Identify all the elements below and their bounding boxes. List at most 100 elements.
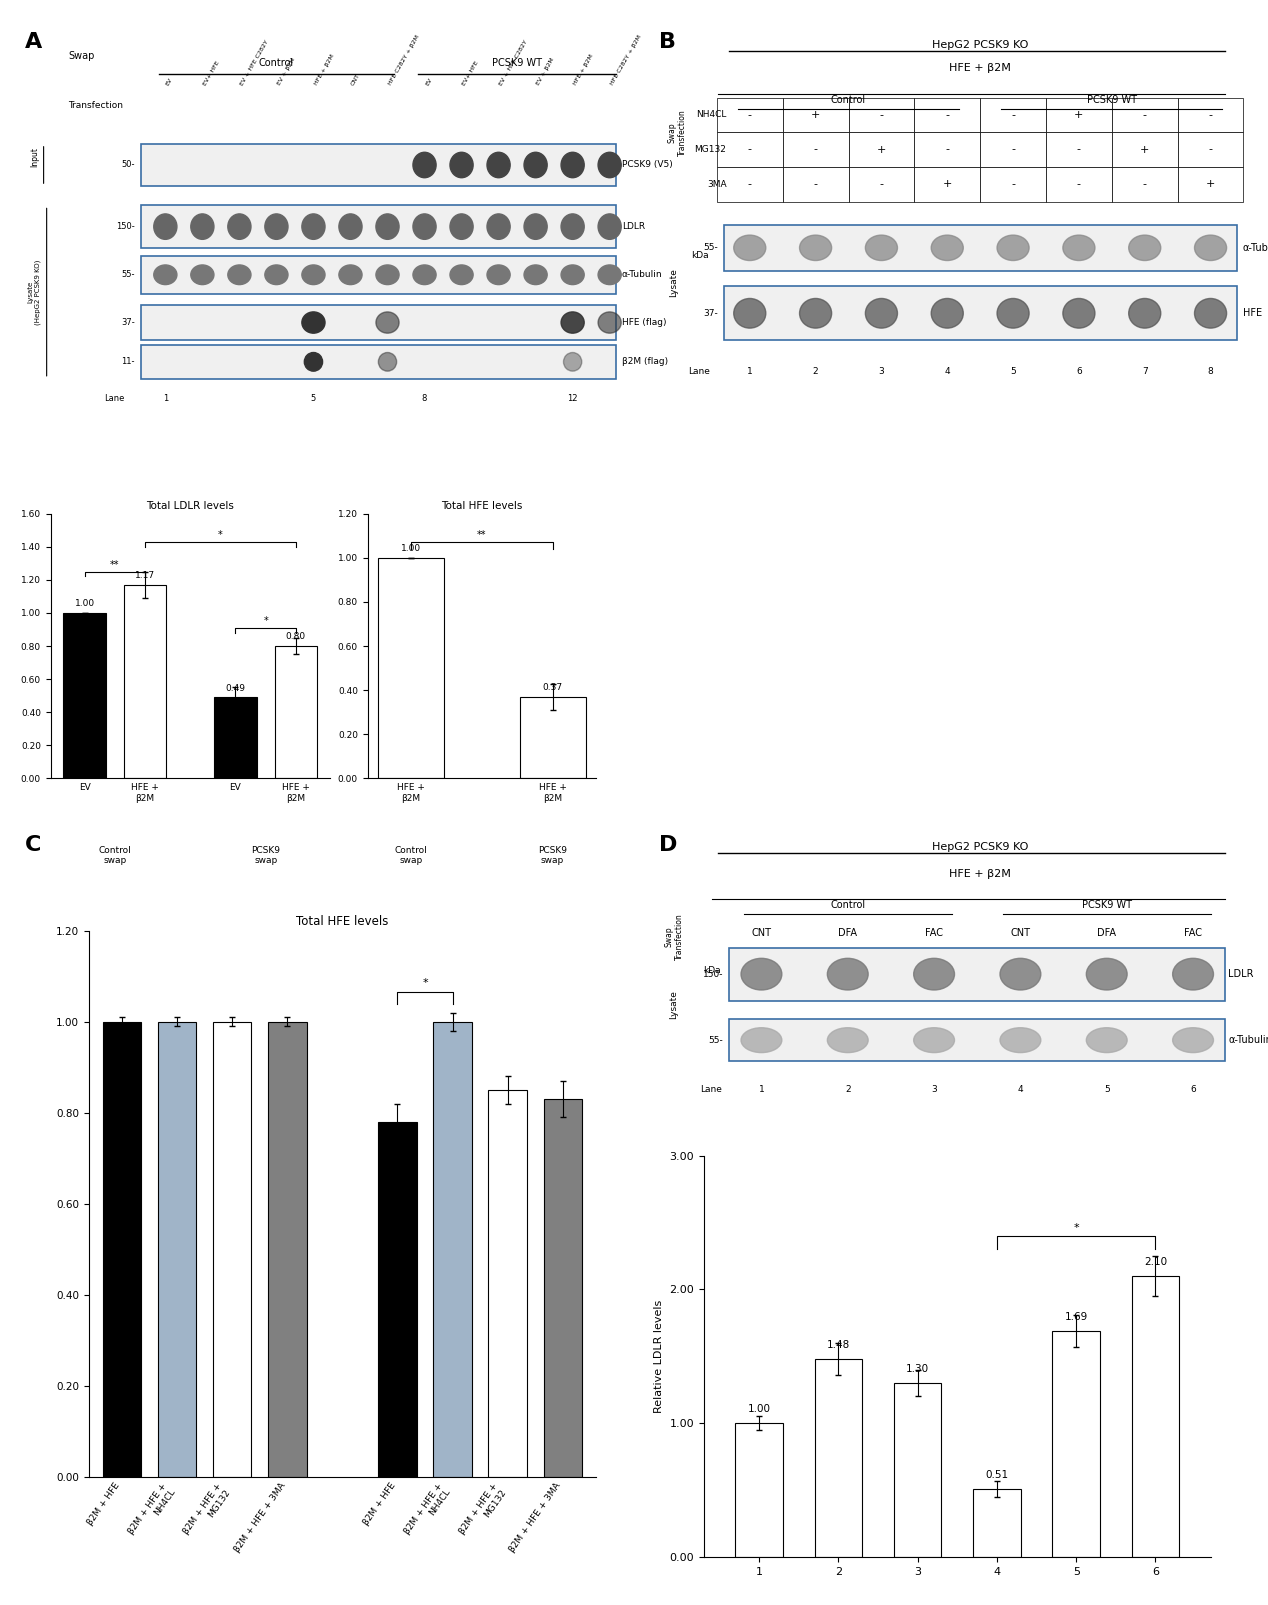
- Bar: [488, 1090, 527, 1477]
- Text: CNT: CNT: [752, 928, 771, 937]
- Ellipse shape: [598, 311, 621, 334]
- Bar: [1112, 167, 1178, 202]
- Text: *: *: [218, 530, 223, 539]
- Text: +: +: [942, 180, 952, 189]
- Text: CNT: CNT: [350, 72, 361, 87]
- Text: Swap
Transfection: Swap Transfection: [667, 109, 686, 156]
- Text: EV + HFE C282Y: EV + HFE C282Y: [498, 39, 529, 87]
- Text: kDa: kDa: [702, 966, 720, 974]
- Text: 6: 6: [1191, 1085, 1196, 1095]
- Title: Total LDLR levels: Total LDLR levels: [146, 501, 235, 512]
- Bar: [980, 98, 1046, 132]
- Bar: [914, 167, 980, 202]
- Ellipse shape: [865, 234, 898, 260]
- Ellipse shape: [190, 265, 214, 284]
- Ellipse shape: [931, 299, 964, 327]
- Text: MG132: MG132: [695, 144, 727, 154]
- Text: 37-: 37-: [122, 318, 134, 327]
- Text: 55-: 55-: [702, 244, 718, 252]
- Bar: [520, 697, 586, 778]
- Bar: [782, 167, 848, 202]
- Bar: [724, 225, 1236, 271]
- Ellipse shape: [375, 311, 399, 334]
- Text: -: -: [1077, 180, 1080, 189]
- Ellipse shape: [450, 265, 473, 284]
- Bar: [848, 132, 914, 167]
- Bar: [1052, 1331, 1099, 1557]
- Text: α-Tubulin: α-Tubulin: [621, 270, 662, 279]
- Text: -: -: [748, 180, 752, 189]
- Ellipse shape: [827, 1027, 869, 1053]
- Text: C: C: [25, 835, 42, 854]
- Ellipse shape: [598, 152, 621, 178]
- Text: +: +: [1206, 180, 1215, 189]
- Text: **: **: [110, 560, 119, 570]
- Ellipse shape: [413, 265, 436, 284]
- Text: *: *: [264, 616, 268, 626]
- Text: -: -: [1011, 144, 1016, 154]
- Text: -: -: [748, 109, 752, 120]
- Bar: [141, 255, 616, 294]
- Bar: [914, 98, 980, 132]
- Text: 3MA: 3MA: [706, 180, 727, 189]
- Text: PCSK9 WT: PCSK9 WT: [492, 58, 543, 69]
- Text: 8: 8: [422, 393, 427, 403]
- Text: HFE C282Y + β2M: HFE C282Y + β2M: [388, 34, 420, 87]
- Text: 1.00: 1.00: [75, 599, 95, 608]
- Ellipse shape: [487, 213, 510, 239]
- Text: HFE + β2M: HFE + β2M: [950, 868, 1011, 878]
- Text: Swap
Transfection: Swap Transfection: [664, 913, 683, 960]
- Bar: [1132, 1276, 1179, 1557]
- Text: -: -: [1208, 109, 1212, 120]
- Bar: [268, 1022, 307, 1477]
- Bar: [103, 1022, 141, 1477]
- Text: *: *: [422, 977, 427, 987]
- Ellipse shape: [827, 958, 869, 990]
- Text: 6: 6: [1077, 366, 1082, 376]
- Ellipse shape: [524, 265, 548, 284]
- Text: 1.00: 1.00: [401, 544, 421, 554]
- Ellipse shape: [450, 152, 473, 178]
- Text: 3: 3: [879, 366, 884, 376]
- Text: 4: 4: [945, 366, 950, 376]
- Ellipse shape: [931, 234, 964, 260]
- Ellipse shape: [560, 265, 585, 284]
- Ellipse shape: [487, 265, 510, 284]
- Text: 2: 2: [844, 1085, 851, 1095]
- Text: Lysate: Lysate: [670, 268, 678, 297]
- Ellipse shape: [997, 299, 1030, 327]
- Text: PCSK9 WT: PCSK9 WT: [1087, 95, 1137, 106]
- Ellipse shape: [1000, 958, 1041, 990]
- Ellipse shape: [153, 265, 178, 284]
- Text: -: -: [1011, 180, 1016, 189]
- Text: 5: 5: [311, 393, 316, 403]
- Ellipse shape: [563, 353, 582, 371]
- Text: EV + β2M: EV + β2M: [535, 56, 555, 87]
- Text: 1: 1: [162, 393, 167, 403]
- Text: HFE + β2M: HFE + β2M: [950, 63, 1011, 72]
- Ellipse shape: [487, 152, 510, 178]
- Ellipse shape: [1087, 958, 1127, 990]
- Title: Total HFE levels: Total HFE levels: [441, 501, 522, 512]
- Text: 4: 4: [1018, 1085, 1023, 1095]
- Ellipse shape: [800, 234, 832, 260]
- Bar: [214, 697, 256, 778]
- Ellipse shape: [1000, 1027, 1041, 1053]
- Ellipse shape: [914, 1027, 955, 1053]
- Text: 1: 1: [758, 1085, 765, 1095]
- Bar: [894, 1384, 941, 1557]
- Ellipse shape: [1087, 1027, 1127, 1053]
- Text: Control: Control: [831, 95, 866, 106]
- Ellipse shape: [560, 311, 585, 334]
- Text: β2M (flag): β2M (flag): [621, 358, 668, 366]
- Text: Transfection: Transfection: [68, 101, 123, 109]
- Text: PCSK9
swap: PCSK9 swap: [538, 846, 567, 865]
- Text: Control
swap: Control swap: [99, 846, 131, 865]
- Ellipse shape: [800, 299, 832, 327]
- Ellipse shape: [1063, 234, 1096, 260]
- Ellipse shape: [914, 958, 955, 990]
- Text: HFE C282Y + β2M: HFE C282Y + β2M: [610, 34, 643, 87]
- Ellipse shape: [375, 213, 399, 239]
- Ellipse shape: [378, 353, 397, 371]
- Text: -: -: [1142, 180, 1146, 189]
